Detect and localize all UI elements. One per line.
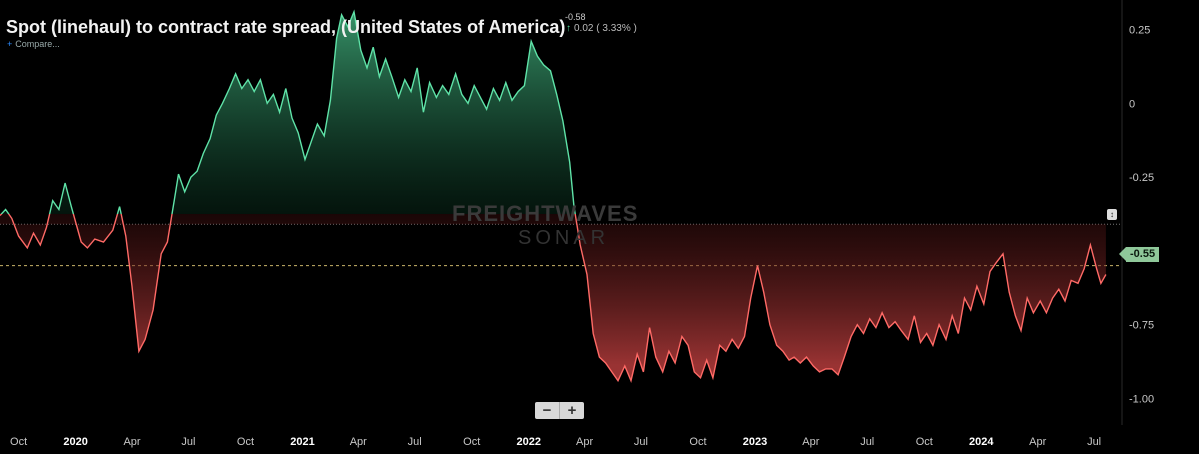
- x-tick-label: 2024: [969, 436, 994, 448]
- compare-button[interactable]: + Compare...: [7, 39, 60, 49]
- watermark-sonar: SONAR: [518, 227, 610, 249]
- watermark-freightwaves: FREIGHTWAVES: [452, 201, 639, 226]
- x-tick-label: Oct: [237, 436, 254, 448]
- y-tick-label: -0.25: [1129, 172, 1154, 184]
- plus-icon: +: [7, 39, 13, 49]
- resize-icon[interactable]: ↕: [1107, 209, 1117, 220]
- x-tick-label: 2022: [517, 436, 541, 448]
- x-tick-label: Oct: [689, 436, 706, 448]
- compare-label: Compare...: [15, 39, 60, 49]
- x-tick-label: Oct: [916, 436, 933, 448]
- last-value-badge: -0.55: [1118, 247, 1160, 262]
- x-tick-label: Jul: [1087, 436, 1101, 448]
- chart-title: Spot (linehaul) to contract rate spread,…: [6, 17, 566, 37]
- zoom-out-button[interactable]: −: [542, 402, 552, 419]
- x-tick-label: 2023: [743, 436, 767, 448]
- x-tick-label: Jul: [408, 436, 422, 448]
- x-tick-label: 2021: [290, 436, 314, 448]
- zoom-controls: − +: [535, 402, 584, 419]
- negative-area-fill: [0, 214, 1106, 381]
- y-tick-label: -1.00: [1129, 393, 1154, 405]
- last-value: -0.58: [565, 12, 586, 22]
- x-tick-label: Oct: [10, 436, 27, 448]
- y-tick-label: -0.75: [1129, 320, 1154, 332]
- y-tick-label: 0: [1129, 98, 1135, 110]
- series-line-above-baseline: [0, 9, 576, 214]
- x-tick-label: Apr: [123, 436, 140, 448]
- x-tick-label: Jul: [634, 436, 648, 448]
- series-line-below-baseline: [0, 214, 1107, 383]
- x-tick-label: Apr: [1029, 436, 1046, 448]
- x-tick-label: Jul: [860, 436, 874, 448]
- x-tick-label: Apr: [576, 436, 593, 448]
- change-text: 0.02 ( 3.33% ): [574, 23, 637, 34]
- x-tick-label: Apr: [802, 436, 819, 448]
- positive-area-fill: [1, 11, 576, 214]
- x-tick-label: 2020: [63, 436, 87, 448]
- x-tick-label: Jul: [181, 436, 195, 448]
- x-tick-label: Oct: [463, 436, 480, 448]
- arrow-up-icon: ↑: [566, 23, 571, 34]
- change-indicator: ↑ 0.02 ( 3.33% ): [566, 23, 637, 34]
- zoom-in-button[interactable]: +: [559, 402, 584, 419]
- x-tick-label: Apr: [350, 436, 367, 448]
- y-tick-label: 0.25: [1129, 25, 1150, 37]
